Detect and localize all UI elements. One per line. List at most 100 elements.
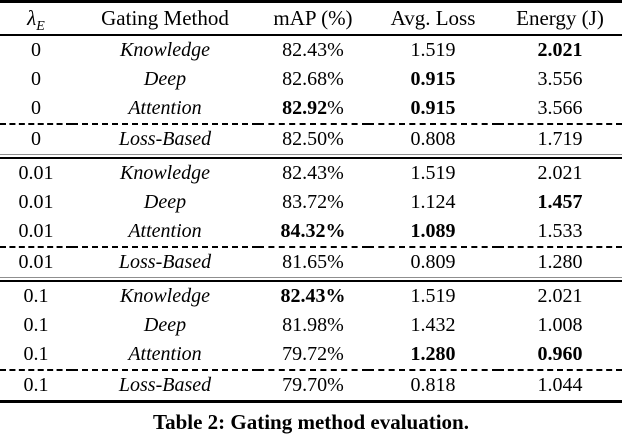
map-cell: 81.98%	[258, 311, 368, 340]
table-caption: Table 2: Gating method evaluation.	[152, 410, 469, 434]
map-cell: 84.32%	[258, 217, 368, 247]
gating-evaluation-table: λE Gating Method mAP (%) Avg. Loss Energ…	[0, 0, 622, 403]
map-value: 82.92	[282, 97, 328, 119]
table-row: 0.1 Deep 81.98% 1.432 1.008	[0, 311, 622, 340]
method-cell: Loss-Based	[72, 369, 258, 402]
map-percent-sign: %	[325, 220, 346, 242]
loss-cell: 1.519	[410, 162, 456, 184]
map-percent-sign: %	[327, 374, 344, 396]
map-percent-sign: %	[327, 162, 344, 184]
table-body: 0 Knowledge 82.43% 1.519 2.021 0 Deep 82…	[0, 35, 622, 402]
block-separator-rule	[0, 154, 622, 159]
lambda-cell: 0.01	[18, 220, 54, 242]
energy-cell: 1.008	[537, 314, 583, 336]
map-percent-sign: %	[327, 314, 344, 336]
map-percent-sign: %	[327, 191, 344, 213]
map-percent-sign: %	[327, 251, 344, 273]
table-row: 0 Deep 82.68% 0.915 3.556	[0, 65, 622, 94]
map-value: 79.72	[282, 343, 328, 365]
map-cell: 81.65%	[258, 246, 368, 277]
lambda-cell: 0	[31, 97, 41, 119]
method-cell: Loss-Based	[72, 123, 258, 154]
map-percent-sign: %	[325, 285, 346, 307]
energy-cell: 1.533	[537, 220, 583, 242]
table-row: 0 Loss-Based 82.50% 0.808 1.719	[0, 123, 622, 154]
map-value: 84.32	[280, 220, 326, 242]
header-row: λE Gating Method mAP (%) Avg. Loss Energ…	[0, 1, 622, 36]
map-value: 82.43	[282, 162, 328, 184]
lambda-cell: 0.1	[0, 369, 72, 402]
column-header-gating-method: Gating Method	[72, 1, 258, 36]
method-cell: Knowledge	[120, 39, 210, 61]
energy-cell: 2.021	[537, 162, 583, 184]
loss-cell: 1.519	[410, 285, 456, 307]
map-value: 83.72	[282, 191, 328, 213]
energy-cell: 2.021	[537, 285, 583, 307]
method-cell: Knowledge	[120, 162, 210, 184]
loss-cell: 0.808	[368, 123, 498, 154]
energy-cell: 2.021	[537, 39, 583, 61]
map-value: 79.70	[282, 374, 328, 396]
map-value: 82.43	[282, 39, 328, 61]
lambda-cell: 0.01	[0, 246, 72, 277]
lambda-cell: 0.1	[23, 314, 49, 336]
energy-cell: 1.457	[537, 191, 583, 213]
lambda-cell: 0.01	[18, 162, 54, 184]
lambda-cell: 0	[0, 123, 72, 154]
loss-cell: 0.818	[368, 369, 498, 402]
lambda-cell: 0.01	[18, 191, 54, 213]
table-row: 0 Attention 82.92% 0.915 3.566	[0, 94, 622, 124]
map-value: 82.43	[280, 285, 326, 307]
energy-cell: 3.566	[537, 97, 583, 119]
method-cell: Deep	[143, 68, 187, 90]
loss-cell: 1.432	[410, 314, 456, 336]
block-separator-row	[0, 154, 622, 159]
block-separator-rule	[0, 277, 622, 282]
map-percent-sign: %	[327, 39, 344, 61]
map-cell: 82.50%	[258, 123, 368, 154]
map-cell: 82.43%	[258, 282, 368, 311]
method-cell: Knowledge	[120, 285, 210, 307]
loss-cell: 0.915	[410, 97, 456, 119]
column-header-avg-loss: Avg. Loss	[368, 1, 498, 36]
loss-cell: 1.280	[410, 343, 456, 365]
table-row: 0.01 Deep 83.72% 1.124 1.457	[0, 188, 622, 217]
lambda-cell: 0	[31, 68, 41, 90]
loss-cell: 1.089	[410, 220, 456, 242]
loss-cell: 1.519	[410, 39, 456, 61]
map-percent-sign: %	[327, 68, 344, 90]
map-value: 82.68	[282, 68, 328, 90]
table-row: 0.1 Loss-Based 79.70% 0.818 1.044	[0, 369, 622, 402]
map-percent-sign: %	[327, 128, 344, 150]
column-header-energy: Energy (J)	[498, 1, 622, 36]
table-header: λE Gating Method mAP (%) Avg. Loss Energ…	[0, 1, 622, 36]
lambda-subscript: E	[36, 19, 45, 35]
energy-cell: 0.960	[537, 343, 583, 365]
table-row: 0.01 Loss-Based 81.65% 0.809 1.280	[0, 246, 622, 277]
map-cell: 79.72%	[258, 340, 368, 370]
energy-cell: 1.719	[498, 123, 622, 154]
method-cell: Attention	[128, 220, 202, 242]
method-cell: Attention	[128, 343, 202, 365]
table-row: 0.1 Attention 79.72% 1.280 0.960	[0, 340, 622, 370]
table-row: 0 Knowledge 82.43% 1.519 2.021	[0, 35, 622, 65]
table-row: 0.01 Knowledge 82.43% 1.519 2.021	[0, 159, 622, 188]
map-value: 82.50	[282, 128, 328, 150]
block-separator-row	[0, 277, 622, 282]
lambda-cell: 0.1	[23, 285, 49, 307]
map-percent-sign: %	[327, 97, 344, 119]
energy-cell: 1.280	[498, 246, 622, 277]
map-cell: 79.70%	[258, 369, 368, 402]
table-row: 0.1 Knowledge 82.43% 1.519 2.021	[0, 282, 622, 311]
map-cell: 82.92%	[258, 94, 368, 124]
column-header-lambda: λE	[0, 1, 72, 36]
method-cell: Deep	[143, 191, 187, 213]
map-value: 81.65	[282, 251, 328, 273]
table-row: 0.01 Attention 84.32% 1.089 1.533	[0, 217, 622, 247]
column-header-map: mAP (%)	[258, 1, 368, 36]
map-cell: 82.68%	[258, 65, 368, 94]
map-percent-sign: %	[327, 343, 344, 365]
lambda-cell: 0	[31, 39, 41, 61]
energy-cell: 3.556	[537, 68, 583, 90]
